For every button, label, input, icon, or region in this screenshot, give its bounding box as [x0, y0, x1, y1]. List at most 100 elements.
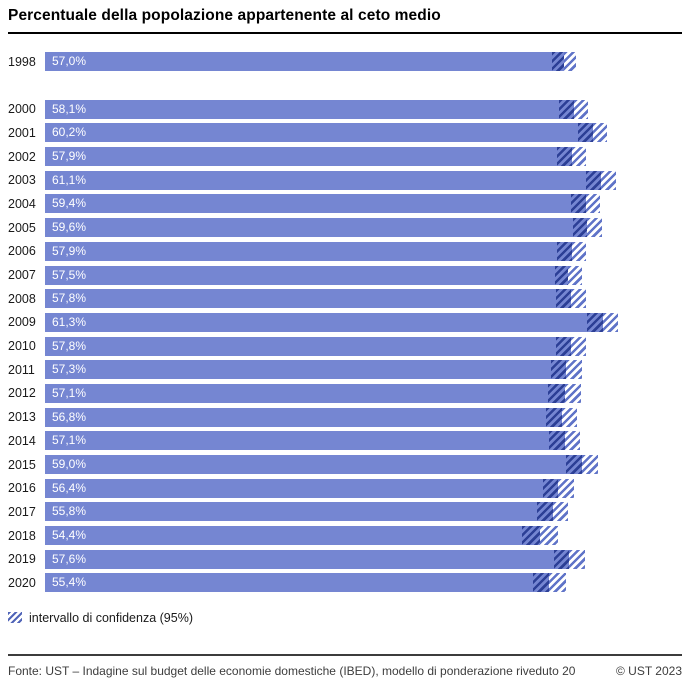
bar-track: 57,1% [45, 431, 682, 451]
chart-row: 2004 59,4% [8, 192, 682, 216]
chart-row: 2018 54,4% [8, 524, 682, 548]
ci-outer-hatch [564, 431, 581, 451]
chart-row: 2001 60,2% [8, 121, 682, 145]
chart-row: 2010 57,8% [8, 334, 682, 358]
year-label: 2005 [8, 220, 36, 235]
year-label: 2002 [8, 149, 36, 164]
bar-value-label: 57,9% [52, 243, 87, 258]
bar-track: 59,6% [45, 218, 682, 238]
ci-inner-hatch [587, 312, 603, 332]
bar-track: 59,4% [45, 194, 682, 214]
year-label: 2000 [8, 102, 36, 117]
chart-row: 2009 61,3% [8, 311, 682, 335]
year-label: 2010 [8, 339, 36, 354]
ci-inner-hatch [551, 52, 564, 72]
bar-value-label: 58,1% [52, 101, 87, 116]
year-label: 2016 [8, 481, 36, 496]
bar-value-label: 56,4% [52, 480, 87, 495]
bar-track: 57,3% [45, 360, 682, 380]
ci-outer-hatch [570, 336, 587, 356]
bar-value-label: 61,3% [52, 314, 87, 329]
bar-value-label: 54,4% [52, 528, 87, 543]
chart-title: Percentuale della popolazione appartenen… [8, 7, 441, 24]
ci-outer-hatch [566, 360, 582, 380]
legend: intervallo di confidenza (95%) [8, 611, 682, 625]
ci-inner-hatch [549, 431, 565, 451]
bar: 59,0% [45, 455, 582, 475]
bar-track: 57,9% [45, 147, 682, 167]
bar: 57,8% [45, 336, 571, 356]
ci-inner-hatch [546, 407, 562, 427]
ci-outer-hatch [592, 123, 608, 143]
bar-track: 57,5% [45, 265, 682, 285]
bar: 57,8% [45, 289, 571, 309]
bar-track: 61,3% [45, 312, 682, 332]
bar-value-label: 57,6% [52, 551, 87, 566]
bar-track: 55,8% [45, 502, 682, 522]
ci-inner-hatch [521, 526, 541, 546]
bar: 57,1% [45, 383, 565, 403]
bar-track: 56,8% [45, 407, 682, 427]
year-label: 1998 [8, 54, 36, 69]
ci-inner-hatch [565, 455, 582, 475]
bar-value-label: 56,8% [52, 409, 87, 424]
year-label: 2020 [8, 575, 36, 590]
year-label: 2004 [8, 196, 36, 211]
bar-value-label: 59,0% [52, 457, 87, 472]
year-label: 2001 [8, 125, 36, 140]
chart-row: 2014 57,1% [8, 429, 682, 453]
bar-value-label: 57,1% [52, 385, 87, 400]
ci-inner-hatch [559, 99, 574, 119]
ci-inner-hatch [554, 265, 569, 285]
ci-outer-hatch [581, 455, 599, 475]
bar-value-label: 57,5% [52, 267, 87, 282]
ci-outer-hatch [558, 478, 574, 498]
chart-row: 2003 61,1% [8, 168, 682, 192]
ci-inner-hatch [578, 123, 593, 143]
legend-label: intervallo di confidenza (95%) [29, 610, 193, 625]
chart-row: 2016 56,4% [8, 476, 682, 500]
year-label: 2014 [8, 433, 36, 448]
ci-inner-hatch [542, 478, 559, 498]
bar-value-label: 57,3% [52, 362, 87, 377]
ci-inner-hatch [557, 241, 572, 261]
bar-track: 61,1% [45, 170, 682, 190]
chart-row: 2008 57,8% [8, 287, 682, 311]
chart-row: 2000 58,1% [8, 97, 682, 121]
ci-inner-hatch [586, 170, 601, 190]
ci-inner-hatch [570, 194, 586, 214]
year-label: 2019 [8, 552, 36, 567]
bar: 57,1% [45, 431, 565, 451]
bar-track: 57,8% [45, 289, 682, 309]
chart-row: 2015 59,0% [8, 453, 682, 477]
ci-outer-hatch [571, 241, 587, 261]
chart-row-spacer [8, 74, 682, 98]
bar: 54,4% [45, 526, 541, 546]
bar: 57,0% [45, 52, 564, 72]
ci-outer-hatch [552, 502, 569, 522]
bar-track: 60,2% [45, 123, 682, 143]
ci-outer-hatch [540, 526, 559, 546]
bar-value-label: 57,9% [52, 149, 87, 164]
chart-row: 2005 59,6% [8, 216, 682, 240]
chart-row: 1998 57,0% [8, 50, 682, 74]
bar: 61,3% [45, 312, 603, 332]
ci-inner-hatch [548, 383, 565, 403]
bar-track: 57,0% [45, 52, 682, 72]
ci-inner-hatch [532, 573, 550, 593]
bar: 60,2% [45, 123, 593, 143]
year-label: 2015 [8, 457, 36, 472]
bar: 55,8% [45, 502, 553, 522]
bar-chart: 1998 57,0% 2000 58,1% 2001 60,2% 2002 57,9% 2003… [8, 50, 682, 595]
ci-inner-hatch [537, 502, 553, 522]
bar-value-label: 60,2% [52, 125, 87, 140]
ci-inner-hatch [557, 147, 572, 167]
bar-value-label: 57,8% [52, 338, 87, 353]
bar-value-label: 59,6% [52, 220, 87, 235]
bar: 55,4% [45, 573, 550, 593]
chart-row: 2012 57,1% [8, 382, 682, 406]
bar: 57,5% [45, 265, 569, 285]
bar: 59,6% [45, 218, 588, 238]
year-label: 2011 [8, 362, 35, 377]
bar-track: 57,6% [45, 549, 682, 569]
